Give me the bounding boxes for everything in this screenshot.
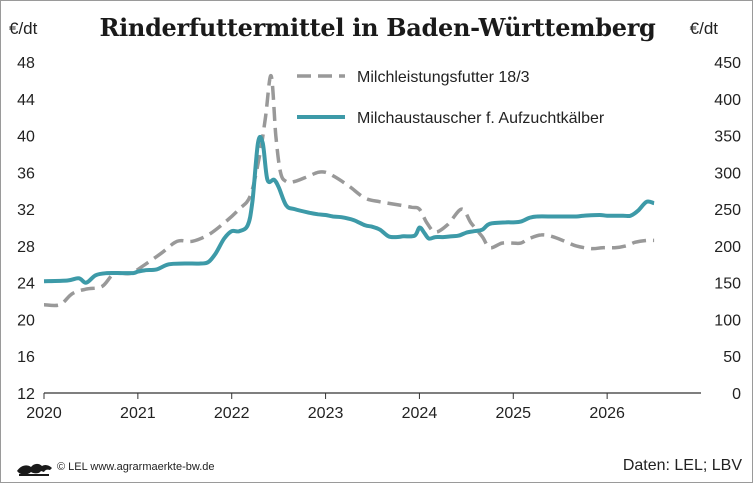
legend-label: Milchleistungsfutter 18/3 — [357, 69, 530, 86]
y-right-tick-label: 250 — [714, 202, 741, 219]
series-lines — [43, 74, 655, 308]
y-right-tick-label: 350 — [714, 129, 741, 146]
x-tick-label: 2024 — [402, 405, 438, 422]
y-left-tick-label: 40 — [17, 129, 35, 146]
y-left-tick-label: 28 — [17, 239, 35, 256]
series-line-milchleistungsfutter — [43, 74, 655, 308]
y-axis-left-unit: €/dt — [9, 19, 38, 38]
lel-logo-icon — [17, 463, 52, 476]
y-right-tick-label: 150 — [714, 276, 741, 293]
x-tick-label: 2020 — [26, 405, 62, 422]
legend: Milchleistungsfutter 18/3 Milchaustausche… — [297, 69, 605, 127]
y-left-tick-label: 32 — [17, 202, 35, 219]
x-tick-label: 2026 — [589, 405, 625, 422]
y-left-tick-label: 48 — [17, 55, 35, 72]
x-tick-label: 2025 — [495, 405, 531, 422]
footer-source: Daten: LEL; LBV — [622, 457, 742, 474]
y-left-tick-label: 36 — [17, 165, 35, 182]
x-tick-label: 2022 — [214, 405, 250, 422]
y-left-tick-label: 16 — [17, 349, 35, 366]
x-tick-label: 2023 — [308, 405, 344, 422]
chart-title: Rinderfuttermittel in Baden-Württemberg — [99, 13, 656, 42]
y-left-tick-label: 24 — [17, 276, 35, 293]
y-left-tick-label: 20 — [17, 312, 35, 329]
y-right-tick-label: 50 — [723, 349, 741, 366]
x-tick-label: 2021 — [120, 405, 156, 422]
series-line-milchaustauscher — [43, 134, 655, 285]
legend-label: Milchaustauscher f. Aufzuchtkälber — [357, 110, 605, 127]
footer-credit: © LEL www.agrarmaerkte-bw.de — [57, 461, 215, 473]
y-right-tick-label: 400 — [714, 92, 741, 109]
y-right-tick-label: 100 — [714, 312, 741, 329]
y-left-tick-label: 12 — [17, 386, 35, 403]
y-axis-right-unit: €/dt — [689, 19, 718, 38]
y-left-tick-label: 44 — [17, 92, 35, 109]
y-right-tick-label: 300 — [714, 165, 741, 182]
axes: 2020 2021 2022 2023 2024 2025 2026121620242832… — [17, 55, 741, 422]
y-right-tick-label: 200 — [714, 239, 741, 256]
y-right-tick-label: 450 — [714, 55, 741, 72]
y-right-tick-label: 0 — [732, 386, 741, 403]
